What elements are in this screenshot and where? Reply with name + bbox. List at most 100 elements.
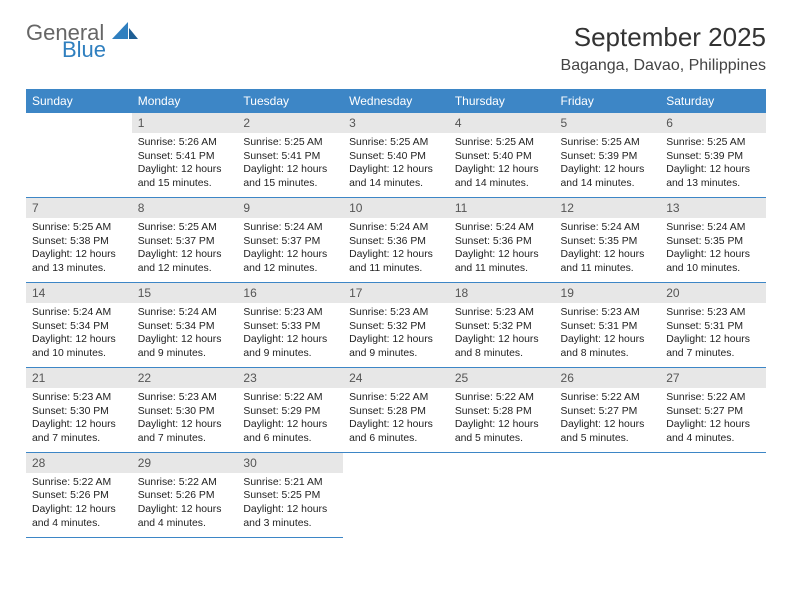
day-body: Sunrise: 5:24 AMSunset: 5:35 PMDaylight:… — [555, 218, 661, 282]
day-body: Sunrise: 5:25 AMSunset: 5:40 PMDaylight:… — [449, 133, 555, 197]
day-cell: 24Sunrise: 5:22 AMSunset: 5:28 PMDayligh… — [343, 367, 449, 452]
dayhead-sun: Sunday — [26, 89, 132, 113]
daylight-text: Daylight: 12 hours and 14 minutes. — [349, 163, 443, 190]
week-row: 14Sunrise: 5:24 AMSunset: 5:34 PMDayligh… — [26, 282, 766, 367]
day-cell: 15Sunrise: 5:24 AMSunset: 5:34 PMDayligh… — [132, 282, 238, 367]
day-number: 13 — [660, 198, 766, 218]
sunset-text: Sunset: 5:41 PM — [243, 150, 337, 164]
day-cell: 16Sunrise: 5:23 AMSunset: 5:33 PMDayligh… — [237, 282, 343, 367]
day-body: Sunrise: 5:22 AMSunset: 5:26 PMDaylight:… — [26, 473, 132, 537]
sunset-text: Sunset: 5:25 PM — [243, 489, 337, 503]
daylight-text: Daylight: 12 hours and 8 minutes. — [455, 333, 549, 360]
day-number: 1 — [132, 113, 238, 133]
day-number: 10 — [343, 198, 449, 218]
sunset-text: Sunset: 5:27 PM — [561, 405, 655, 419]
day-cell: 23Sunrise: 5:22 AMSunset: 5:29 PMDayligh… — [237, 367, 343, 452]
daylight-text: Daylight: 12 hours and 7 minutes. — [666, 333, 760, 360]
day-number: 30 — [237, 453, 343, 473]
sunset-text: Sunset: 5:30 PM — [138, 405, 232, 419]
day-cell: 7Sunrise: 5:25 AMSunset: 5:38 PMDaylight… — [26, 197, 132, 282]
day-number: 19 — [555, 283, 661, 303]
sunrise-text: Sunrise: 5:22 AM — [666, 391, 760, 405]
sunrise-text: Sunrise: 5:22 AM — [561, 391, 655, 405]
day-body: Sunrise: 5:24 AMSunset: 5:35 PMDaylight:… — [660, 218, 766, 282]
daylight-text: Daylight: 12 hours and 13 minutes. — [666, 163, 760, 190]
day-body: Sunrise: 5:24 AMSunset: 5:34 PMDaylight:… — [132, 303, 238, 367]
daylight-text: Daylight: 12 hours and 4 minutes. — [32, 503, 126, 530]
daylight-text: Daylight: 12 hours and 9 minutes. — [138, 333, 232, 360]
sunrise-text: Sunrise: 5:24 AM — [455, 221, 549, 235]
day-cell: 5Sunrise: 5:25 AMSunset: 5:39 PMDaylight… — [555, 113, 661, 197]
day-body: Sunrise: 5:22 AMSunset: 5:28 PMDaylight:… — [449, 388, 555, 452]
day-number: 28 — [26, 453, 132, 473]
day-cell: 18Sunrise: 5:23 AMSunset: 5:32 PMDayligh… — [449, 282, 555, 367]
day-body: Sunrise: 5:24 AMSunset: 5:34 PMDaylight:… — [26, 303, 132, 367]
sunset-text: Sunset: 5:35 PM — [666, 235, 760, 249]
sunrise-text: Sunrise: 5:22 AM — [349, 391, 443, 405]
sunrise-text: Sunrise: 5:25 AM — [32, 221, 126, 235]
sunset-text: Sunset: 5:37 PM — [243, 235, 337, 249]
dayhead-thu: Thursday — [449, 89, 555, 113]
sunrise-text: Sunrise: 5:24 AM — [561, 221, 655, 235]
sunrise-text: Sunrise: 5:22 AM — [455, 391, 549, 405]
day-cell: 1Sunrise: 5:26 AMSunset: 5:41 PMDaylight… — [132, 113, 238, 197]
sunrise-text: Sunrise: 5:24 AM — [666, 221, 760, 235]
day-number: 16 — [237, 283, 343, 303]
day-cell: 26Sunrise: 5:22 AMSunset: 5:27 PMDayligh… — [555, 367, 661, 452]
day-number: 5 — [555, 113, 661, 133]
week-row: 7Sunrise: 5:25 AMSunset: 5:38 PMDaylight… — [26, 197, 766, 282]
sunset-text: Sunset: 5:40 PM — [455, 150, 549, 164]
day-number: 12 — [555, 198, 661, 218]
day-cell: 11Sunrise: 5:24 AMSunset: 5:36 PMDayligh… — [449, 197, 555, 282]
week-row: 1Sunrise: 5:26 AMSunset: 5:41 PMDaylight… — [26, 113, 766, 197]
sunset-text: Sunset: 5:27 PM — [666, 405, 760, 419]
day-header-row: Sunday Monday Tuesday Wednesday Thursday… — [26, 89, 766, 113]
sunset-text: Sunset: 5:26 PM — [32, 489, 126, 503]
daylight-text: Daylight: 12 hours and 6 minutes. — [243, 418, 337, 445]
day-body: Sunrise: 5:23 AMSunset: 5:31 PMDaylight:… — [555, 303, 661, 367]
daylight-text: Daylight: 12 hours and 8 minutes. — [561, 333, 655, 360]
daylight-text: Daylight: 12 hours and 4 minutes. — [666, 418, 760, 445]
day-cell: 9Sunrise: 5:24 AMSunset: 5:37 PMDaylight… — [237, 197, 343, 282]
header: General Blue September 2025 Baganga, Dav… — [26, 22, 766, 75]
sunset-text: Sunset: 5:33 PM — [243, 320, 337, 334]
sunrise-text: Sunrise: 5:22 AM — [138, 476, 232, 490]
day-cell: 30Sunrise: 5:21 AMSunset: 5:25 PMDayligh… — [237, 452, 343, 537]
day-body: Sunrise: 5:26 AMSunset: 5:41 PMDaylight:… — [132, 133, 238, 197]
day-number: 22 — [132, 368, 238, 388]
sunrise-text: Sunrise: 5:22 AM — [32, 476, 126, 490]
day-cell: 3Sunrise: 5:25 AMSunset: 5:40 PMDaylight… — [343, 113, 449, 197]
sunset-text: Sunset: 5:36 PM — [349, 235, 443, 249]
day-cell: 28Sunrise: 5:22 AMSunset: 5:26 PMDayligh… — [26, 452, 132, 537]
day-number: 21 — [26, 368, 132, 388]
day-cell: 6Sunrise: 5:25 AMSunset: 5:39 PMDaylight… — [660, 113, 766, 197]
daylight-text: Daylight: 12 hours and 14 minutes. — [561, 163, 655, 190]
sunset-text: Sunset: 5:37 PM — [138, 235, 232, 249]
day-cell: 12Sunrise: 5:24 AMSunset: 5:35 PMDayligh… — [555, 197, 661, 282]
sunrise-text: Sunrise: 5:25 AM — [455, 136, 549, 150]
day-number: 29 — [132, 453, 238, 473]
day-body: Sunrise: 5:23 AMSunset: 5:31 PMDaylight:… — [660, 303, 766, 367]
day-number: 24 — [343, 368, 449, 388]
day-cell: 14Sunrise: 5:24 AMSunset: 5:34 PMDayligh… — [26, 282, 132, 367]
day-number: 2 — [237, 113, 343, 133]
sunset-text: Sunset: 5:39 PM — [561, 150, 655, 164]
location-subtitle: Baganga, Davao, Philippines — [561, 57, 766, 75]
sunrise-text: Sunrise: 5:24 AM — [32, 306, 126, 320]
dayhead-wed: Wednesday — [343, 89, 449, 113]
day-body: Sunrise: 5:25 AMSunset: 5:40 PMDaylight:… — [343, 133, 449, 197]
daylight-text: Daylight: 12 hours and 11 minutes. — [349, 248, 443, 275]
day-body: Sunrise: 5:25 AMSunset: 5:37 PMDaylight:… — [132, 218, 238, 282]
week-row: 28Sunrise: 5:22 AMSunset: 5:26 PMDayligh… — [26, 452, 766, 537]
day-cell: 2Sunrise: 5:25 AMSunset: 5:41 PMDaylight… — [237, 113, 343, 197]
daylight-text: Daylight: 12 hours and 15 minutes. — [138, 163, 232, 190]
sunset-text: Sunset: 5:28 PM — [455, 405, 549, 419]
brand-logo: General Blue — [26, 22, 138, 61]
day-cell: 17Sunrise: 5:23 AMSunset: 5:32 PMDayligh… — [343, 282, 449, 367]
sunrise-text: Sunrise: 5:23 AM — [138, 391, 232, 405]
daylight-text: Daylight: 12 hours and 7 minutes. — [32, 418, 126, 445]
day-number: 11 — [449, 198, 555, 218]
dayhead-mon: Monday — [132, 89, 238, 113]
day-body: Sunrise: 5:22 AMSunset: 5:26 PMDaylight:… — [132, 473, 238, 537]
day-number: 18 — [449, 283, 555, 303]
